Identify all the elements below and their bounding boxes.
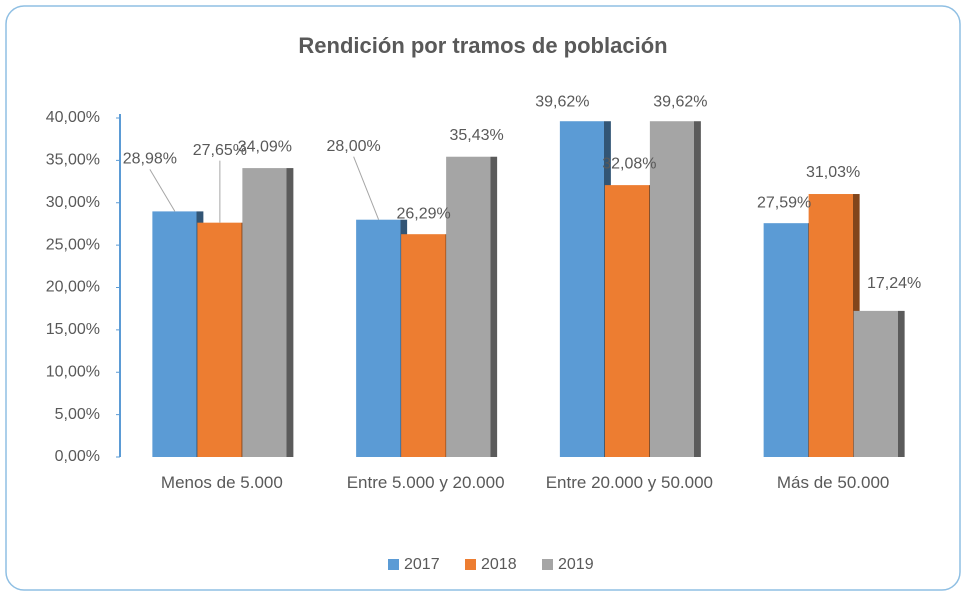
- bar: [853, 310, 905, 457]
- data-label: 17,24%: [867, 275, 921, 292]
- bar: [446, 156, 498, 457]
- y-tick-label: 30,00%: [46, 194, 100, 211]
- data-label: 27,65%: [193, 142, 247, 159]
- bar: [197, 222, 249, 457]
- legend-label: 2017: [404, 556, 440, 573]
- y-tick-label: 0,00%: [55, 448, 100, 465]
- data-label: 32,08%: [602, 155, 656, 172]
- data-label: 35,43%: [449, 127, 503, 144]
- y-tick-label: 15,00%: [46, 321, 100, 338]
- y-tick-label: 35,00%: [46, 152, 100, 169]
- data-label: 39,62%: [535, 93, 589, 110]
- y-tick-label: 10,00%: [46, 363, 100, 380]
- bar: [763, 223, 815, 457]
- data-label: 28,00%: [326, 138, 380, 155]
- data-label: 39,62%: [653, 93, 707, 110]
- y-tick-label: 40,00%: [46, 109, 100, 126]
- x-tick-label: Más de 50.000: [776, 473, 890, 492]
- bar: [649, 121, 701, 458]
- legend-label: 2018: [481, 556, 517, 573]
- x-tick-label: Menos de 5.000: [160, 473, 283, 492]
- data-label: 31,03%: [806, 164, 860, 181]
- data-label: 26,29%: [396, 205, 450, 222]
- bar: [808, 194, 860, 457]
- legend-swatch: [465, 559, 476, 570]
- bar: [152, 211, 204, 457]
- data-label: 28,98%: [123, 151, 177, 168]
- legend-swatch: [542, 559, 553, 570]
- leader-line: [353, 156, 380, 220]
- data-label: 34,09%: [238, 138, 292, 155]
- bar: [356, 219, 408, 457]
- bar: [559, 121, 611, 458]
- data-label: 27,59%: [757, 194, 811, 211]
- legend-label: 2019: [558, 556, 594, 573]
- y-tick-label: 5,00%: [55, 406, 100, 423]
- chart-title: Rendición por tramos de población: [298, 33, 667, 58]
- x-tick-label: Entre 5.000 y 20.000: [346, 473, 505, 492]
- leader-line: [149, 169, 176, 212]
- y-tick-label: 25,00%: [46, 236, 100, 253]
- bar: [604, 185, 656, 457]
- bar: [401, 234, 453, 457]
- y-tick-label: 20,00%: [46, 279, 100, 296]
- legend-swatch: [388, 559, 399, 570]
- bar: [242, 168, 294, 457]
- x-tick-label: Entre 20.000 y 50.000: [545, 473, 714, 492]
